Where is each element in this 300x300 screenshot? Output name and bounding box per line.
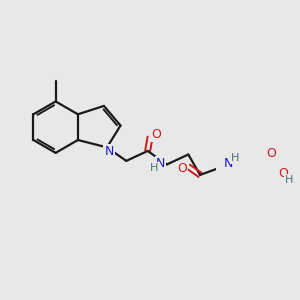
Text: H: H bbox=[285, 175, 294, 185]
Text: O: O bbox=[151, 128, 161, 141]
Text: N: N bbox=[104, 145, 114, 158]
Text: O: O bbox=[266, 147, 276, 160]
Text: O: O bbox=[177, 162, 187, 176]
Text: H: H bbox=[231, 153, 239, 163]
Text: N: N bbox=[156, 157, 165, 169]
Text: N: N bbox=[224, 157, 233, 170]
Text: H: H bbox=[150, 163, 158, 173]
Text: O: O bbox=[278, 167, 288, 180]
